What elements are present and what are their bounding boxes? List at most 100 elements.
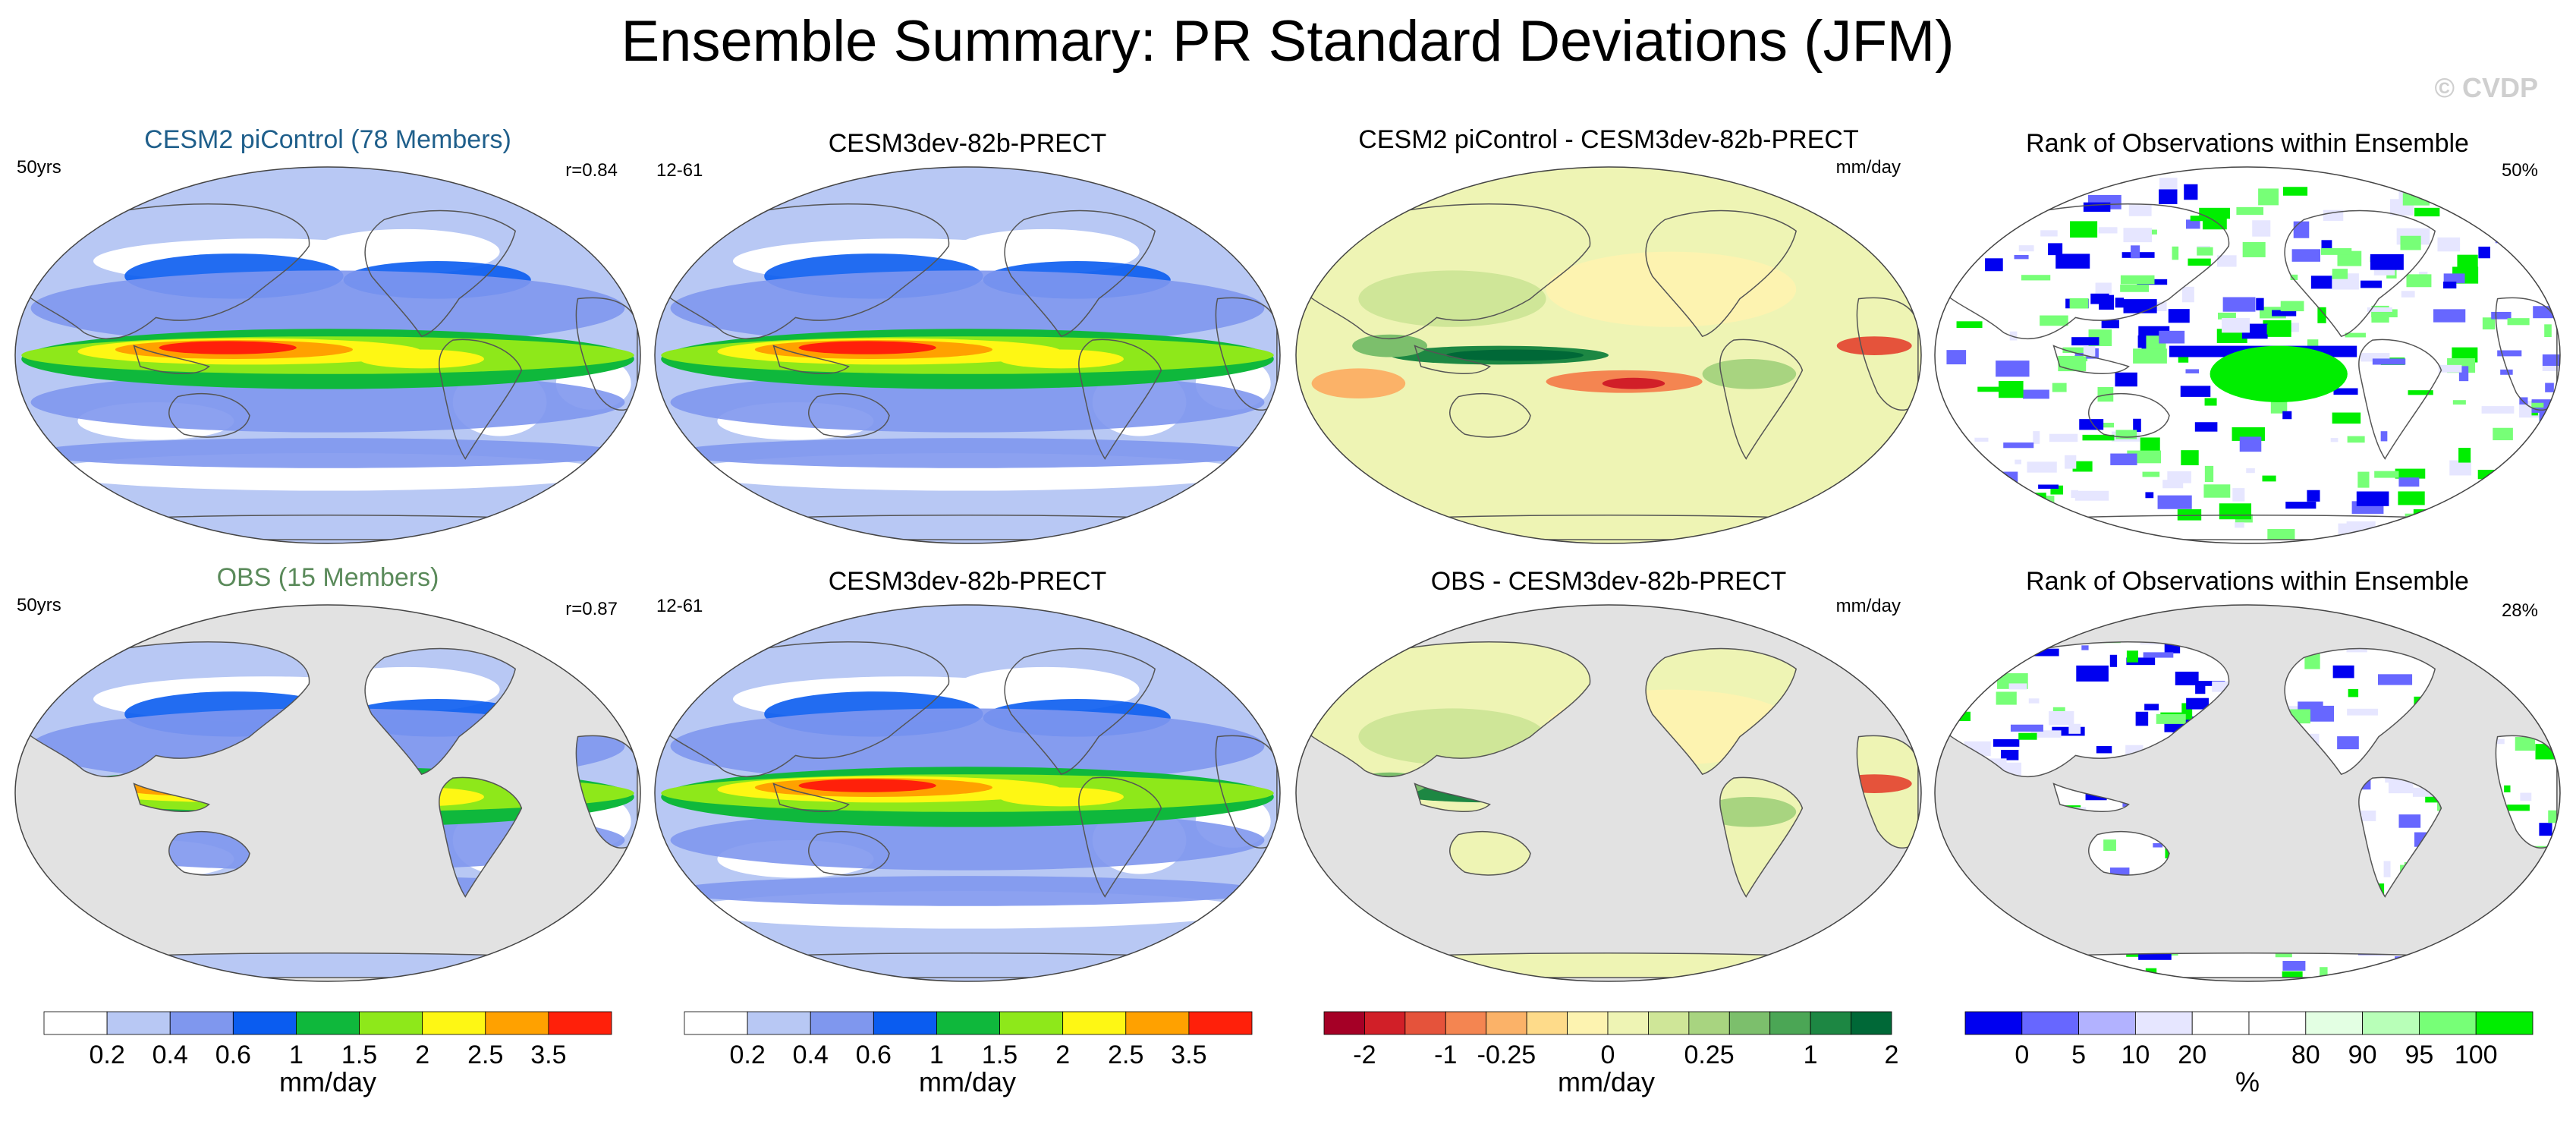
colorbar-swatch <box>1404 1011 1446 1035</box>
map-border <box>1295 604 1922 982</box>
panel-title-5: OBS (15 Members) <box>217 563 439 592</box>
panel-2-left-label: 12-61 <box>656 160 703 181</box>
colorbar-swatch <box>296 1011 360 1035</box>
colorbar-swatch <box>1486 1011 1527 1035</box>
colorbar-2-units: mm/day <box>919 1066 1016 1097</box>
colorbar-swatch <box>2021 1011 2080 1035</box>
map-border <box>1295 166 1922 544</box>
colorbar-tick-label: -0.25 <box>1477 1041 1536 1069</box>
colorbar-swatch <box>1810 1011 1851 1035</box>
colorbar-swatch <box>810 1011 874 1035</box>
colorbar-swatch <box>1688 1011 1730 1035</box>
colorbar-swatch <box>2418 1011 2477 1035</box>
colorbar-4-units: % <box>2235 1066 2260 1097</box>
panel-5-right-label: r=0.87 <box>565 599 618 619</box>
colorbar-swatch <box>1607 1011 1649 1035</box>
map-border <box>1934 604 2561 982</box>
colorbar-swatch <box>1851 1011 1892 1035</box>
map-panel-2 <box>654 166 1281 544</box>
panel-title-4: Rank of Observations within Ensemble <box>2026 129 2469 158</box>
colorbar-1-units: mm/day <box>279 1066 376 1097</box>
colorbar-swatch <box>1364 1011 1406 1035</box>
colorbar-swatch <box>1964 1011 2023 1035</box>
colorbar-tick-label: 5 <box>2071 1041 2086 1069</box>
colorbar-tick-label: 0.6 <box>215 1041 251 1069</box>
colorbar-swatch <box>1445 1011 1487 1035</box>
colorbar-swatch <box>232 1011 297 1035</box>
panel-title-6: CESM3dev-82b-PRECT <box>829 567 1107 596</box>
colorbar-tick-label: 1.5 <box>982 1041 1018 1069</box>
panel-title-8: Rank of Observations within Ensemble <box>2026 567 2469 596</box>
panel-1-right-label: r=0.84 <box>565 160 618 181</box>
colorbar-tick-label: 90 <box>2348 1041 2377 1069</box>
continent-outlines <box>1935 605 2560 981</box>
panel-7-right-label: mm/day <box>1836 596 1901 616</box>
colorbar-swatch <box>1567 1011 1609 1035</box>
colorbar-tick-label: 1 <box>929 1041 944 1069</box>
colorbar-1: 0.2 0.4 0.6 1 1.5 2 2.5 3.5 <box>43 1011 612 1069</box>
colorbar-swatch <box>2475 1011 2534 1035</box>
colorbar-tick-label: 1 <box>1804 1041 1818 1069</box>
colorbar-tick-label: -1 <box>1434 1041 1457 1069</box>
colorbar-tick-label: 0.4 <box>153 1041 188 1069</box>
colorbar-swatch <box>422 1011 486 1035</box>
colorbar-tick-label: 20 <box>2178 1041 2206 1069</box>
panel-4-right-label: 50% <box>2502 160 2538 181</box>
colorbar-swatch <box>1769 1011 1811 1035</box>
colorbar-swatch <box>1323 1011 1365 1035</box>
map-panel-5 <box>14 604 641 982</box>
colorbar-tick-label: 80 <box>2291 1041 2320 1069</box>
map-border <box>1934 166 2561 544</box>
colorbar-tick-label: 0.25 <box>1684 1041 1734 1069</box>
colorbar-swatch <box>1062 1011 1127 1035</box>
colorbars: 0.2 0.4 0.6 1 1.5 2 2.5 3.5 0.2 0.4 0.6 1 1.5 2 2.5 3.5… <box>43 1011 2534 1069</box>
panel-6-left-label: 12-61 <box>656 596 703 616</box>
map-panels <box>14 166 2561 982</box>
map-border <box>654 166 1281 544</box>
colorbar-tick-label: 0.2 <box>89 1041 124 1069</box>
map-panel-3 <box>1295 166 1922 544</box>
colorbar-swatch <box>1188 1011 1253 1035</box>
colorbar-3-units: mm/day <box>1558 1066 1655 1097</box>
colorbar-tick-label: 1 <box>289 1041 304 1069</box>
colorbar-swatch <box>2191 1011 2250 1035</box>
colorbar-swatch <box>747 1011 811 1035</box>
watermark: © CVDP <box>2434 72 2538 103</box>
colorbar-3: -2 -1 -0.25 0 0.25 1 2 <box>1323 1011 1899 1069</box>
continent-outlines <box>15 605 640 981</box>
colorbar-swatch <box>1648 1011 1690 1035</box>
colorbar-tick-label: 95 <box>2405 1041 2433 1069</box>
colorbar-tick-label: 0 <box>1601 1041 1615 1069</box>
colorbar-swatch <box>106 1011 171 1035</box>
colorbar-swatch <box>485 1011 549 1035</box>
colorbar-tick-label: 0.2 <box>729 1041 765 1069</box>
colorbar-tick-label: 2 <box>1885 1041 1899 1069</box>
colorbar-swatch <box>2362 1011 2420 1035</box>
colorbar-tick-label: 2 <box>1055 1041 1070 1069</box>
map-border <box>14 604 641 982</box>
colorbar-4: 0 5 10 20 80 90 95 100 <box>1964 1011 2534 1069</box>
colorbar-2: 0.2 0.4 0.6 1 1.5 2 2.5 3.5 <box>684 1011 1253 1069</box>
map-border <box>14 166 641 544</box>
colorbar-tick-label: 1.5 <box>341 1041 377 1069</box>
colorbar-tick-label: 3.5 <box>530 1041 566 1069</box>
colorbar-tick-label: 0.4 <box>793 1041 829 1069</box>
panel-5-left-label: 50yrs <box>17 595 61 616</box>
panel-title-3: CESM2 piControl - CESM3dev-82b-PRECT <box>1358 125 1858 154</box>
colorbar-swatch <box>43 1011 108 1035</box>
colorbar-tick-label: 0 <box>2015 1041 2029 1069</box>
colorbar-swatch <box>548 1011 612 1035</box>
colorbar-swatch <box>1125 1011 1190 1035</box>
map-panel-8 <box>1934 604 2561 982</box>
colorbar-tick-label: 0.6 <box>856 1041 892 1069</box>
colorbar-swatch <box>936 1011 1000 1035</box>
continent-outlines <box>1296 605 1921 981</box>
colorbar-swatch <box>2134 1011 2193 1035</box>
colorbar-swatch <box>1526 1011 1568 1035</box>
colorbar-swatch <box>1728 1011 1771 1035</box>
figure-title: Ensemble Summary: PR Standard Deviations… <box>621 9 1954 74</box>
colorbar-swatch <box>999 1011 1064 1035</box>
map-panel-1 <box>14 166 641 544</box>
map-panel-6 <box>654 604 1281 982</box>
panel-3-right-label: mm/day <box>1836 157 1901 178</box>
